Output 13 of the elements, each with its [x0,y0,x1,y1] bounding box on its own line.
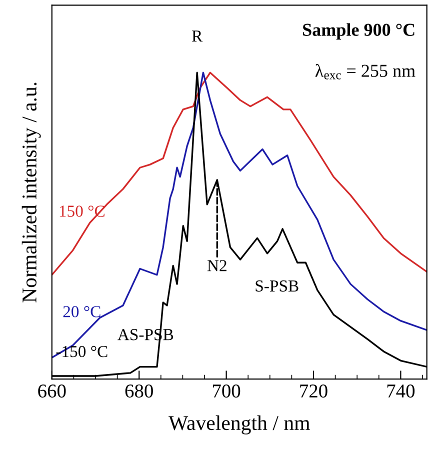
x-axis-title: Wavelength / nm [168,415,310,434]
annotation: R [192,30,203,42]
annotation: S-PSB [256,280,298,292]
annotation: λ$_{exc}$ = 255 nm [315,64,416,80]
y-axis-title: Normalized intensity / a.u. [22,82,41,302]
annotation: N2 [207,260,226,272]
text: Sample 900 °C [303,23,414,40]
x-tick-label: 720 [300,384,328,398]
x-tick-label: 700 [213,384,240,398]
x-tick-label: 660 [38,384,66,398]
x-tick-label: 680 [125,384,153,398]
x-tick-label: 740 [387,384,415,398]
series-label: 20 °C [63,306,100,318]
